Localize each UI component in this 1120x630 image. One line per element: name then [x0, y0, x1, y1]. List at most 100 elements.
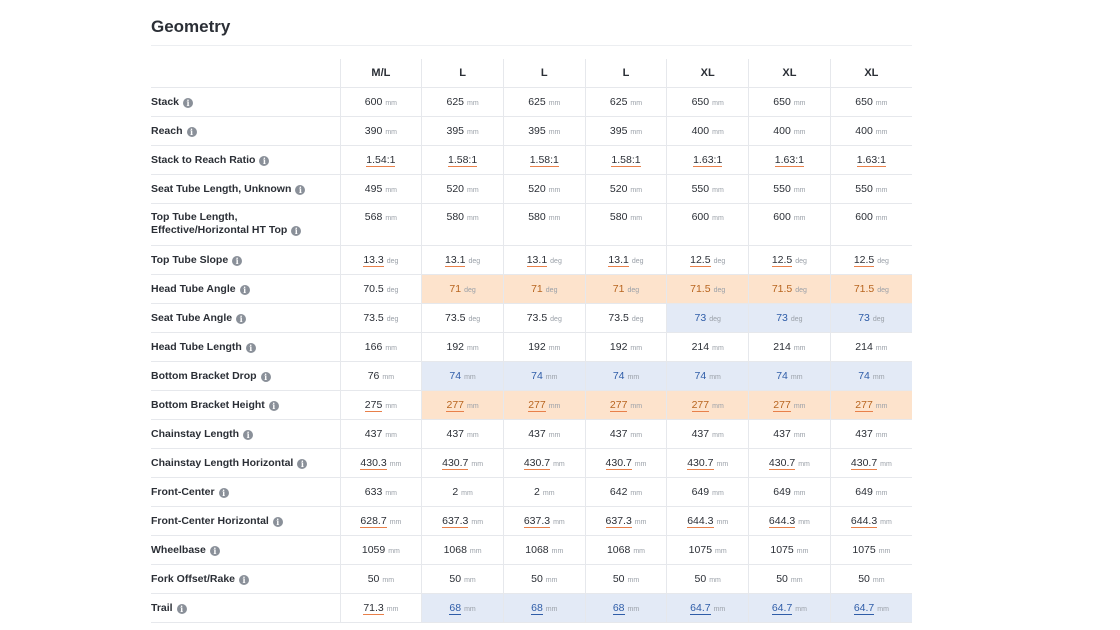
value-number[interactable]: 275	[364, 399, 383, 412]
value-number[interactable]: 1.63:1	[693, 154, 723, 167]
value-number[interactable]: 68	[449, 602, 462, 615]
value-number: 50	[858, 573, 870, 585]
value-number[interactable]: 637.3	[442, 515, 469, 528]
value-cell: 649 mm	[829, 477, 912, 507]
row-label-cell: Stack i	[151, 87, 341, 117]
value-cell: 13.3 deg	[339, 245, 422, 275]
info-icon[interactable]: i	[239, 575, 250, 585]
value-unit: mm	[793, 215, 806, 222]
value-number[interactable]: 430.3	[360, 457, 387, 470]
value-number[interactable]: 277	[691, 399, 710, 412]
value-number[interactable]: 64.7	[690, 602, 711, 615]
value-unit: deg	[627, 287, 640, 294]
value-cell: 650 mm	[666, 87, 749, 117]
value-number[interactable]: 13.1	[608, 254, 629, 267]
value-number: 1068	[525, 544, 549, 556]
value-number[interactable]: 430.7	[442, 457, 469, 470]
value-number[interactable]: 277	[855, 399, 873, 412]
value-number[interactable]: 1.63:1	[774, 154, 804, 167]
value-number[interactable]: 12.5	[690, 254, 711, 267]
value-number[interactable]: 12.5	[853, 254, 875, 267]
info-icon[interactable]: i	[297, 459, 308, 469]
value-unit: mm	[467, 129, 479, 136]
value-number[interactable]: 430.7	[523, 457, 551, 470]
value-cell: 71 deg	[421, 274, 504, 304]
value-number[interactable]: 277	[446, 399, 465, 412]
value-cell: 50 mm	[339, 564, 422, 594]
value-number[interactable]: 644.3	[850, 515, 878, 528]
info-icon[interactable]: i	[291, 226, 302, 236]
info-icon[interactable]: i	[176, 604, 187, 614]
info-icon[interactable]: i	[260, 372, 271, 382]
info-icon[interactable]: i	[243, 430, 254, 440]
value-unit: mm	[875, 129, 888, 136]
value-unit: mm	[553, 519, 565, 526]
value-number[interactable]: 644.3	[768, 515, 796, 528]
value-number: 550	[855, 183, 873, 195]
value-number[interactable]: 1.58:1	[447, 154, 478, 167]
value-unit: deg	[709, 316, 721, 323]
value-cell: 2 mm	[421, 477, 504, 507]
info-icon[interactable]: i	[295, 185, 306, 195]
value-number[interactable]: 64.7	[853, 602, 875, 615]
value-number[interactable]: 1.58:1	[611, 154, 641, 167]
value-number: 192	[609, 341, 628, 353]
info-icon[interactable]: i	[245, 343, 256, 353]
value-unit: mm	[712, 215, 724, 222]
value-cell: 71.5 deg	[666, 274, 749, 304]
value-number[interactable]: 68	[612, 602, 625, 615]
value-number[interactable]: 1.58:1	[529, 154, 559, 167]
value-unit: mm	[545, 606, 558, 613]
value-number: 74	[776, 370, 788, 382]
info-icon[interactable]: i	[239, 285, 250, 295]
value-number[interactable]: 64.7	[771, 602, 793, 615]
value-number: 600	[364, 96, 383, 108]
value-cell: 637.3 mm	[421, 506, 504, 536]
row-label-cell: Bottom Bracket Height i	[151, 390, 341, 420]
value-number[interactable]: 13.1	[445, 254, 466, 267]
value-cell: 625 mm	[502, 87, 586, 117]
info-icon[interactable]: i	[272, 517, 283, 527]
value-number[interactable]: 277	[773, 399, 791, 412]
value-number[interactable]: 430.7	[850, 457, 878, 470]
value-number[interactable]: 1.63:1	[856, 154, 886, 167]
value-cell: 277 mm	[502, 390, 586, 420]
info-icon[interactable]: i	[209, 546, 220, 556]
value-number[interactable]: 430.7	[768, 457, 796, 470]
value-number: 1068	[443, 544, 467, 556]
value-number: 73.5	[608, 312, 629, 324]
value-number[interactable]: 430.7	[605, 457, 632, 470]
info-icon[interactable]: i	[232, 256, 243, 266]
value-number[interactable]: 628.7	[360, 515, 387, 528]
value-unit: mm	[875, 100, 888, 107]
value-number[interactable]: 71.3	[363, 602, 384, 615]
value-number[interactable]: 277	[528, 399, 546, 412]
value-cell: 166 mm	[339, 332, 422, 362]
value-number: 495	[364, 183, 383, 195]
value-number[interactable]: 68	[531, 602, 543, 615]
value-number[interactable]: 430.7	[687, 457, 714, 470]
title-divider	[151, 45, 912, 46]
info-icon[interactable]: i	[186, 127, 197, 137]
size-column-header: L	[584, 59, 667, 88]
value-number[interactable]: 13.1	[526, 254, 548, 267]
info-icon[interactable]: i	[236, 314, 247, 324]
value-number[interactable]: 13.3	[363, 254, 384, 267]
value-number: 1068	[606, 544, 631, 556]
value-number[interactable]: 1.54:1	[366, 154, 396, 167]
value-unit: mm	[464, 606, 476, 613]
value-number[interactable]: 12.5	[771, 254, 793, 267]
value-number: 437	[691, 428, 710, 440]
value-cell: 73.5 deg	[584, 303, 667, 333]
value-cell: 1.58:1	[584, 145, 667, 175]
value-unit: deg	[877, 258, 889, 265]
value-number[interactable]: 277	[609, 399, 628, 412]
info-icon[interactable]: i	[183, 98, 194, 108]
value-cell: 600 mm	[666, 203, 749, 246]
info-icon[interactable]: i	[268, 401, 279, 411]
value-number[interactable]: 637.3	[523, 515, 551, 528]
info-icon[interactable]: i	[218, 488, 229, 498]
value-number[interactable]: 637.3	[605, 515, 632, 528]
value-number[interactable]: 644.3	[687, 515, 714, 528]
info-icon[interactable]: i	[259, 156, 270, 166]
